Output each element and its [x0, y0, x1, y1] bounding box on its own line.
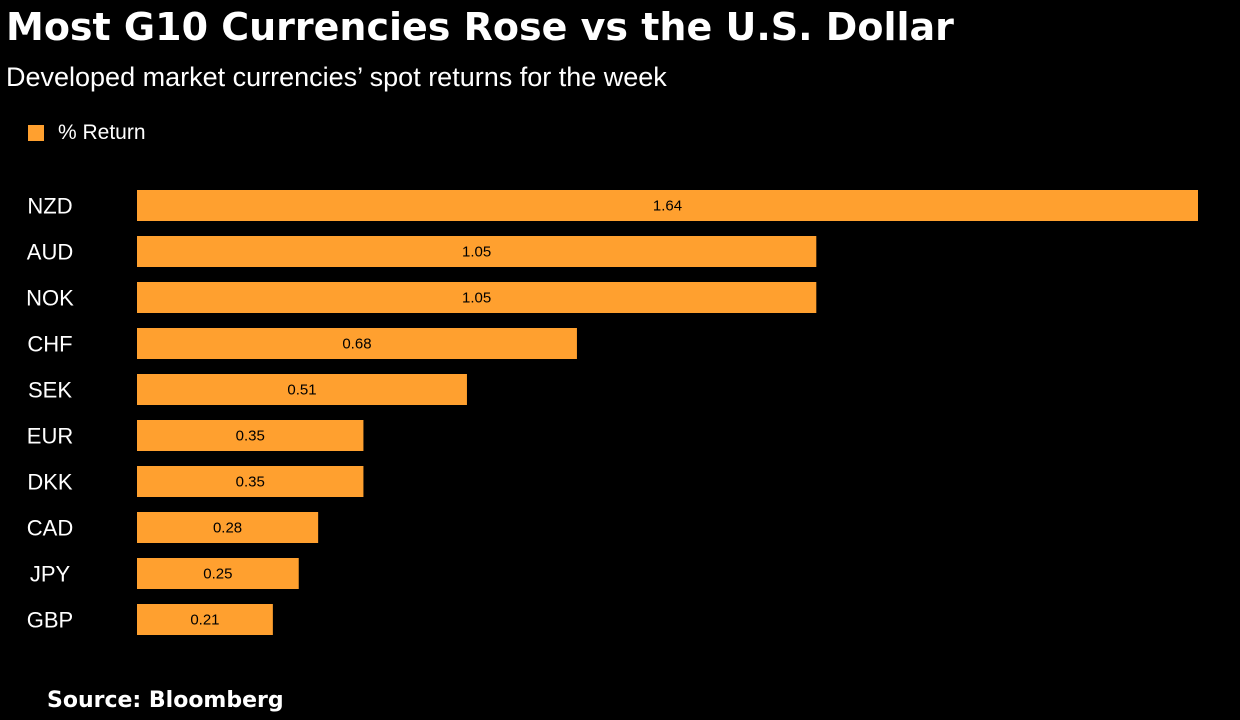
bar-aud	[137, 236, 817, 267]
data-label-cad: 0.28	[213, 520, 242, 537]
category-label-aud: AUD	[27, 240, 73, 265]
data-label-jpy: 0.25	[203, 566, 232, 583]
data-label-sek: 0.51	[287, 382, 316, 399]
bar-chf	[137, 328, 577, 359]
bar-cad	[137, 512, 319, 543]
category-label-eur: EUR	[27, 424, 73, 449]
bar-dkk	[137, 466, 364, 497]
category-label-dkk: DKK	[27, 470, 73, 495]
data-label-dkk: 0.35	[236, 474, 265, 491]
bar-gbp	[137, 604, 273, 635]
category-label-chf: CHF	[27, 332, 72, 357]
data-label-aud: 1.05	[462, 244, 491, 261]
category-label-nok: NOK	[26, 286, 74, 311]
source-note: Source: Bloomberg	[47, 688, 284, 713]
data-label-nzd: 1.64	[653, 198, 682, 215]
category-label-nzd: NZD	[27, 194, 72, 219]
bar-nok	[137, 282, 817, 313]
category-label-cad: CAD	[27, 516, 73, 541]
data-label-nok: 1.05	[462, 290, 491, 307]
bar-nzd	[137, 190, 1198, 221]
data-label-gbp: 0.21	[190, 612, 219, 629]
category-label-jpy: JPY	[30, 562, 71, 587]
legend-label: % Return	[58, 121, 146, 144]
bar-jpy	[137, 558, 299, 589]
data-label-chf: 0.68	[342, 336, 371, 353]
chart-subtitle: Developed market currencies’ spot return…	[6, 62, 667, 92]
legend-swatch	[28, 125, 44, 141]
data-label-eur: 0.35	[236, 428, 265, 445]
category-label-gbp: GBP	[27, 608, 73, 633]
legend: % Return	[28, 120, 146, 146]
chart-title: Most G10 Currencies Rose vs the U.S. Dol…	[6, 5, 954, 49]
bar-eur	[137, 420, 364, 451]
bar-sek	[137, 374, 467, 405]
category-label-sek: SEK	[28, 378, 72, 403]
